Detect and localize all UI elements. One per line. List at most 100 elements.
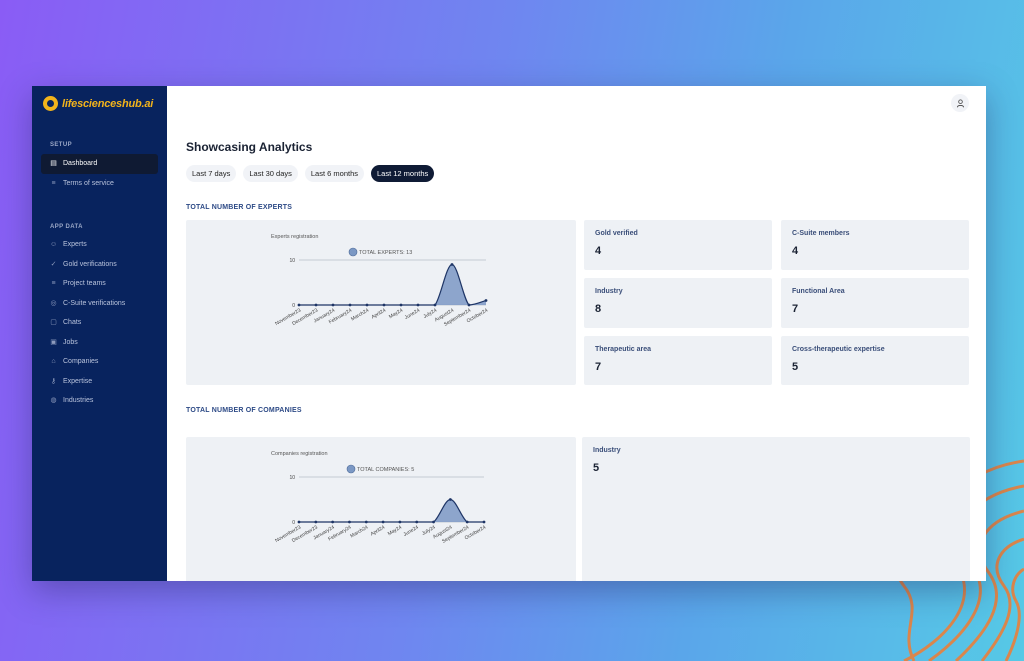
experts-chart-panel: Experts registration TOTAL EXPERTS: 13 0 10… <box>186 220 576 385</box>
data-point <box>450 263 454 266</box>
sidebar-item-chats[interactable]: ▢ Chats <box>41 313 158 333</box>
user-check-icon: ✓ <box>50 260 57 268</box>
key-icon: ⚷ <box>50 377 57 385</box>
sidebar-item-companies[interactable]: ⌂ Companies <box>41 352 158 372</box>
sidebar-item-label: Gold verifications <box>63 260 117 268</box>
companies-section-title: TOTAL NUMBER OF COMPANIES <box>186 407 302 414</box>
setup-nav: ▤ Dashboard ≡ Terms of service <box>41 154 158 193</box>
x-tick-label: April24 <box>370 524 387 537</box>
stat-label: Industry <box>595 288 623 295</box>
sidebar-item-label: Companies <box>63 358 99 366</box>
data-point <box>399 303 403 307</box>
sidebar-item-label: Experts <box>63 241 87 249</box>
stat-value: 8 <box>595 303 602 315</box>
chart-title: Experts registration <box>271 234 318 240</box>
x-tick-label: June24 <box>404 307 421 321</box>
tab-last-6-months[interactable]: Last 6 months <box>304 165 364 182</box>
app-window: lifescienceshub.ai SETUP ▤ Dashboard ≡ T… <box>32 86 986 581</box>
user-menu-button[interactable] <box>951 94 969 112</box>
data-point <box>482 520 486 524</box>
data-point <box>448 498 452 501</box>
experts-section-title: TOTAL NUMBER OF EXPERTS <box>186 204 293 211</box>
data-point <box>314 520 318 524</box>
data-point <box>331 303 335 307</box>
app-data-section-label: APP DATA <box>50 224 83 230</box>
stat-card-therapeutic-area: Therapeutic area 7 <box>584 336 772 385</box>
data-point <box>297 303 301 307</box>
sidebar-item-terms-of-service[interactable]: ≡ Terms of service <box>41 174 158 194</box>
stat-card-industry: Industry 8 <box>584 278 772 328</box>
main-content: Showcasing Analytics Last 7 days Last 30… <box>167 86 986 581</box>
y-tick-label: 10 <box>289 258 295 264</box>
tab-last-30-days[interactable]: Last 30 days <box>243 165 298 182</box>
sidebar-item-industries[interactable]: ◍ Industries <box>41 391 158 411</box>
stat-label: Gold verified <box>595 230 638 237</box>
y-tick-label: 10 <box>289 475 295 481</box>
x-tick-label: March24 <box>350 307 370 322</box>
data-point <box>365 303 369 307</box>
sidebar-item-expertise[interactable]: ⚷ Expertise <box>41 372 158 392</box>
legend-swatch <box>346 464 356 474</box>
setup-section-label: SETUP <box>50 142 73 148</box>
sidebar-item-dashboard[interactable]: ▤ Dashboard <box>41 154 158 174</box>
data-point <box>432 520 435 524</box>
sidebar-item-label: Dashboard <box>63 160 98 168</box>
badge-icon: ◎ <box>50 299 57 307</box>
x-tick-label: May24 <box>388 307 404 320</box>
sidebar-item-label: C-Suite verifications <box>63 299 126 307</box>
data-point <box>297 520 301 524</box>
logo-icon <box>43 96 58 111</box>
database-icon: ◍ <box>50 397 57 405</box>
tab-last-7-days[interactable]: Last 7 days <box>186 165 237 182</box>
companies-registration-chart: Companies registration TOTAL COMPANIES: 5… <box>271 451 487 545</box>
x-tick-label: May24 <box>387 524 403 537</box>
sidebar-item-label: Jobs <box>63 338 78 346</box>
stat-label: Cross-therapeutic expertise <box>792 346 885 353</box>
series-line <box>299 498 484 523</box>
stat-label: C-Suite members <box>792 230 850 237</box>
data-point <box>331 520 335 524</box>
sidebar-item-project-teams[interactable]: ≡ Project teams <box>41 274 158 294</box>
sidebar-item-jobs[interactable]: ▣ Jobs <box>41 333 158 353</box>
brand-logo[interactable]: lifescienceshub.ai <box>43 96 153 111</box>
chart-title: Companies registration <box>271 451 328 457</box>
tab-last-12-months[interactable]: Last 12 months <box>371 165 435 182</box>
stat-value: 5 <box>593 462 600 474</box>
data-point <box>415 520 419 524</box>
legend-label: TOTAL COMPANIES: 5 <box>357 467 414 473</box>
data-point <box>484 299 488 302</box>
page-title: Showcasing Analytics <box>186 140 313 154</box>
stat-value: 4 <box>595 245 602 257</box>
series-area <box>299 264 486 305</box>
stat-value: 4 <box>792 245 799 257</box>
brand-name: lifescienceshub.ai <box>62 97 154 110</box>
stat-card-cross-therapeutic-expertise: Cross-therapeutic expertise 5 <box>781 336 969 385</box>
data-point <box>398 520 402 524</box>
stat-value: 7 <box>792 303 799 315</box>
series-line <box>299 263 487 306</box>
list-icon: ≡ <box>51 179 56 187</box>
user-icon <box>956 98 964 107</box>
series-area <box>299 499 484 522</box>
list-icon: ≡ <box>51 280 56 288</box>
sidebar-item-c-suite-verifications[interactable]: ◎ C-Suite verifications <box>41 294 158 314</box>
experts-registration-chart: Experts registration TOTAL EXPERTS: 13 0 10… <box>271 234 489 328</box>
sidebar-item-label: Expertise <box>63 377 93 385</box>
sidebar: lifescienceshub.ai SETUP ▤ Dashboard ≡ T… <box>32 86 167 581</box>
sidebar-item-label: Project teams <box>63 280 106 288</box>
stat-card-gold-verified: Gold verified 4 <box>584 220 772 270</box>
data-point <box>465 520 469 524</box>
data-point <box>416 303 420 307</box>
data-point <box>467 303 471 307</box>
data-point <box>348 303 352 307</box>
sidebar-item-label: Industries <box>63 397 94 405</box>
app-data-nav: ☺ Experts ✓ Gold verifications ≡ Project… <box>41 235 158 411</box>
dashboard-icon: ▤ <box>50 160 57 168</box>
sidebar-item-gold-verifications[interactable]: ✓ Gold verifications <box>41 255 158 275</box>
sidebar-item-experts[interactable]: ☺ Experts <box>41 235 158 255</box>
chat-icon: ▢ <box>50 319 57 327</box>
data-point <box>314 303 318 307</box>
stat-label: Industry <box>593 447 621 454</box>
sidebar-item-label: Terms of service <box>63 179 114 187</box>
stat-value: 5 <box>792 361 799 373</box>
